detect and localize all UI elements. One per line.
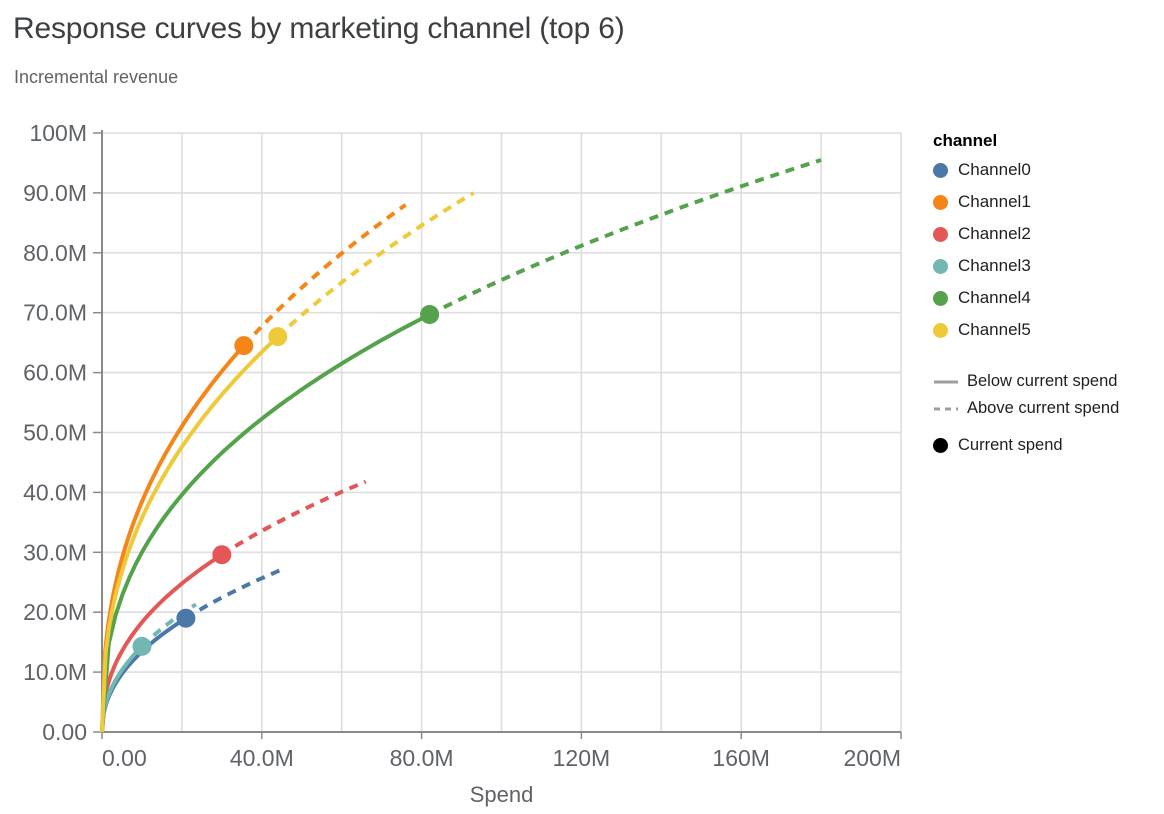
y-tick-label: 60.0M xyxy=(23,360,87,386)
legend-channel-label: Channel0 xyxy=(958,160,1031,179)
curve-solid-Channel1 xyxy=(100,344,246,733)
channel-color-swatch-icon xyxy=(933,162,948,178)
legend-label-below-current-spend: Below current spend xyxy=(967,372,1118,390)
x-tick-label: 80.0M xyxy=(390,745,454,771)
x-tick-label: 40.0M xyxy=(230,745,294,771)
current-spend-dot-Channel5 xyxy=(268,327,288,347)
curves xyxy=(100,158,822,733)
gridlines xyxy=(102,132,902,732)
curve-dashed-Channel0 xyxy=(184,566,287,620)
curve-solid-Channel5 xyxy=(100,335,280,733)
y-tick-label: 10.0M xyxy=(23,659,87,685)
chart-title: Response curves by marketing channel (to… xyxy=(13,12,625,45)
legend-line-style-list: Below current spend Above current spend xyxy=(933,368,1161,422)
y-tick-label: 40.0M xyxy=(23,479,87,505)
current-spend-dot-Channel0 xyxy=(176,608,196,628)
dashed-line-icon xyxy=(934,407,958,410)
legend-item-channel3: Channel3 xyxy=(933,250,1161,282)
legend-channel-label: Channel1 xyxy=(958,192,1031,211)
y-tick-label: 90.0M xyxy=(23,180,87,206)
curve-dashed-Channel4 xyxy=(428,158,822,317)
legend-channel-label: Channel5 xyxy=(958,320,1031,339)
y-tick-label: 20.0M xyxy=(23,599,87,625)
legend-item-channel4: Channel4 xyxy=(933,282,1161,314)
x-axis-labels: 0.00 40.0M 80.0M 120M 160M 200M xyxy=(102,745,901,771)
current-spend-dot-Channel4 xyxy=(420,304,440,324)
channel-color-swatch-icon xyxy=(933,322,948,338)
curve-dashed-Channel3 xyxy=(140,602,197,648)
x-tick-label: 160M xyxy=(712,745,770,771)
solid-line-icon xyxy=(934,380,958,383)
legend-label-current-spend: Current spend xyxy=(958,436,1063,454)
y-tick-label: 80.0M xyxy=(23,240,87,266)
legend-channel-list: Channel0 Channel1 Channel2 Channel3 Channel4… xyxy=(933,154,1161,346)
x-tick-label: 0.00 xyxy=(102,745,147,771)
legend-item-channel1: Channel1 xyxy=(933,186,1161,218)
curve-solid-Channel4 xyxy=(100,312,431,733)
curve-dashed-Channel1 xyxy=(242,203,407,347)
x-axis-title: Spend xyxy=(470,782,534,807)
y-tick-label: 50.0M xyxy=(23,420,87,446)
axes xyxy=(93,130,902,739)
curve-dashed-Channel2 xyxy=(220,479,367,557)
y-tick-label: 0.00 xyxy=(42,719,87,745)
legend-item-above-current-spend: Above current spend xyxy=(933,395,1161,422)
legend-channel-label: Channel3 xyxy=(958,256,1031,275)
current-spend-dot-Channel3 xyxy=(132,636,152,656)
y-tick-label: 70.0M xyxy=(23,300,87,326)
current-spend-dots xyxy=(132,304,440,656)
legend-label-above-current-spend: Above current spend xyxy=(967,399,1120,417)
y-axis-labels: 0.00 10.0M 20.0M 30.0M 40.0M 50.0M 60.0M 70.0M 8… xyxy=(23,120,87,745)
curve-solid-Channel3 xyxy=(100,644,144,733)
legend-current-spend-group: Current spend xyxy=(933,432,1161,459)
channel-color-swatch-icon xyxy=(933,226,948,242)
channel-color-swatch-icon xyxy=(933,258,948,274)
legend-item-channel0: Channel0 xyxy=(933,154,1161,186)
x-tick-label: 200M xyxy=(843,745,901,771)
current-spend-dot-Channel1 xyxy=(234,336,254,356)
channel-color-swatch-icon xyxy=(933,194,948,210)
curve-dashed-Channel5 xyxy=(276,191,475,339)
chart-subtitle: Incremental revenue xyxy=(14,67,179,87)
y-tick-label: 30.0M xyxy=(23,539,87,565)
current-spend-dot-Channel2 xyxy=(212,545,232,565)
legend-item-below-current-spend: Below current spend xyxy=(933,368,1161,395)
legend-item-channel2: Channel2 xyxy=(933,218,1161,250)
channel-color-swatch-icon xyxy=(933,290,948,306)
legend-item-current-spend: Current spend xyxy=(933,432,1161,459)
legend-channel-label: Channel4 xyxy=(958,288,1031,307)
legend-title: channel xyxy=(933,131,998,150)
legend-channel-label: Channel2 xyxy=(958,224,1031,243)
legend: channel Channel0 Channel1 Channel2 Channel3… xyxy=(933,130,1161,459)
x-tick-label: 120M xyxy=(553,745,611,771)
filled-circle-icon xyxy=(933,438,948,453)
curve-solid-Channel0 xyxy=(100,616,187,733)
y-tick-label: 100M xyxy=(29,120,87,146)
curve-solid-Channel2 xyxy=(100,553,223,733)
legend-item-channel5: Channel5 xyxy=(933,314,1161,346)
